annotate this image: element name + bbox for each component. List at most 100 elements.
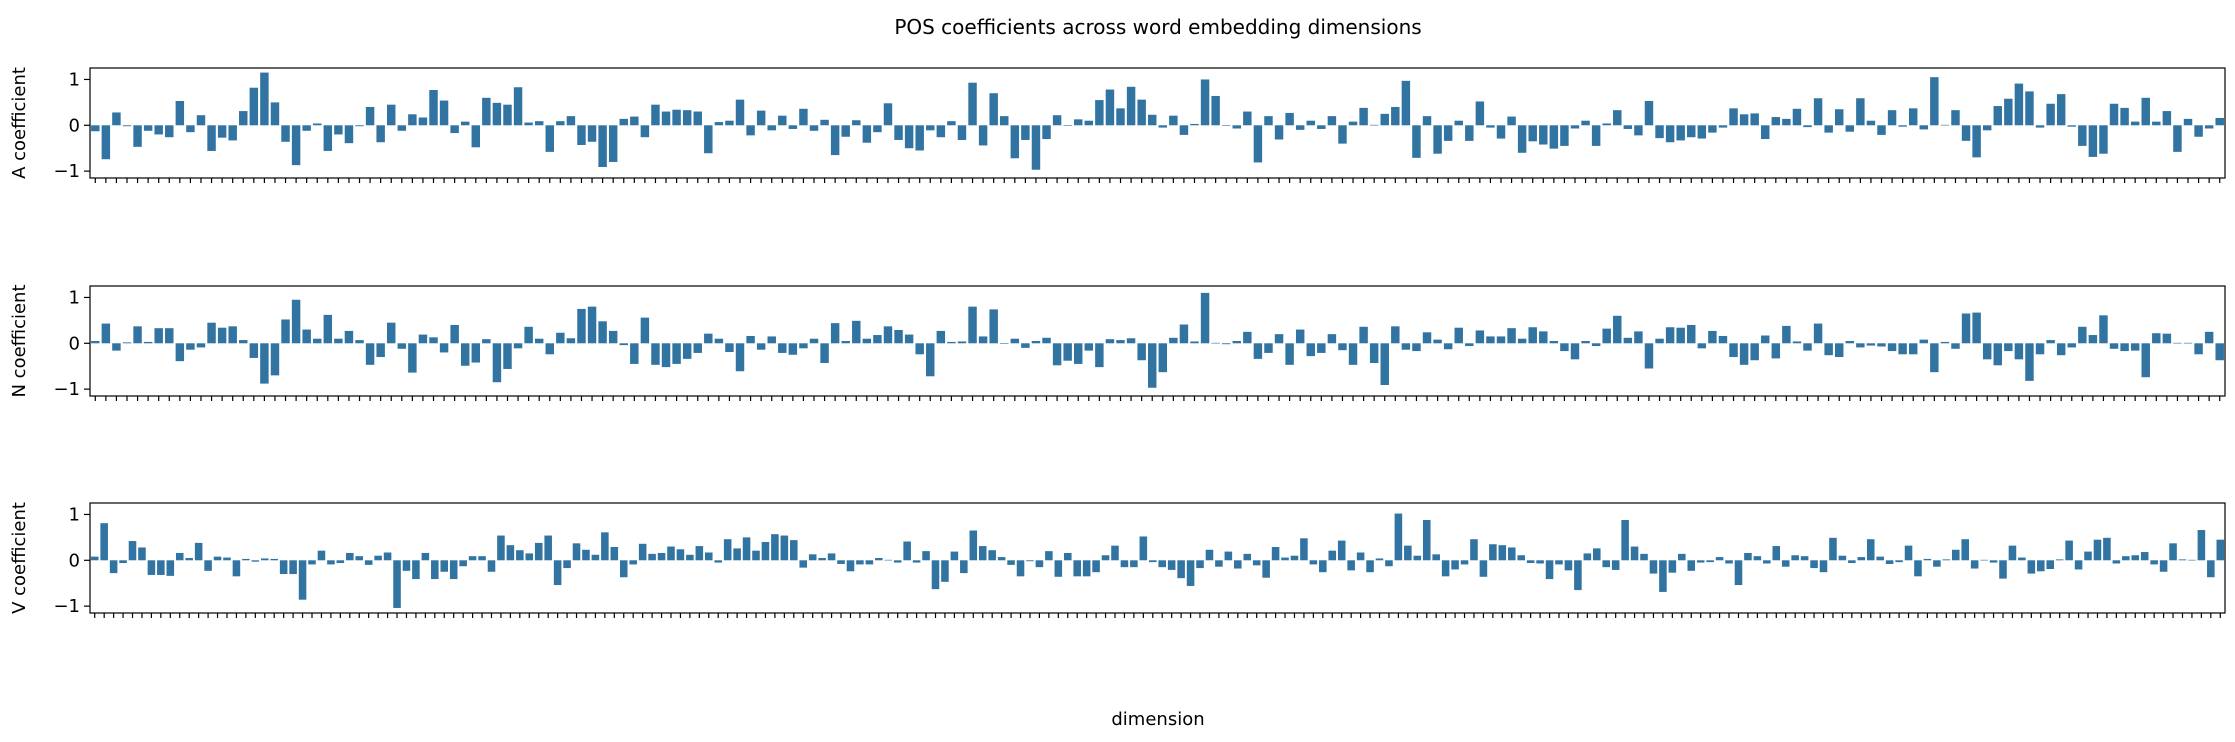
bar	[112, 112, 121, 126]
bar	[1167, 560, 1176, 570]
bar	[1791, 555, 1799, 561]
bar	[968, 82, 977, 126]
bar	[1644, 101, 1654, 126]
bar	[1560, 343, 1569, 352]
bar	[317, 550, 326, 561]
bar	[2014, 343, 2024, 360]
bar	[915, 343, 924, 355]
bar	[308, 560, 316, 565]
bar	[122, 125, 132, 127]
bar	[1274, 125, 1284, 140]
bar	[513, 87, 523, 126]
bar	[471, 125, 481, 148]
bar	[1306, 120, 1315, 126]
subplot-2: −1 0 1 N coefficient	[9, 284, 2226, 401]
bar	[1074, 343, 1083, 364]
bar	[746, 125, 755, 136]
bar	[1644, 343, 1654, 369]
bar	[629, 560, 637, 565]
bar	[725, 343, 734, 352]
bar	[1401, 343, 1411, 350]
bar	[1347, 560, 1355, 571]
bar	[346, 552, 354, 561]
bar	[1101, 555, 1110, 561]
bar	[577, 308, 586, 344]
bar	[228, 125, 237, 141]
bar	[478, 556, 486, 561]
bar	[1359, 107, 1368, 126]
bar	[830, 323, 840, 344]
bar	[242, 558, 250, 561]
bar	[780, 535, 789, 561]
bar	[1496, 125, 1506, 139]
bar	[1993, 106, 2002, 126]
bar	[487, 560, 496, 572]
bar	[376, 125, 385, 143]
bar	[841, 125, 850, 137]
bar	[1972, 312, 1981, 344]
bar	[1035, 560, 1044, 568]
bar	[249, 87, 259, 126]
bar	[735, 343, 745, 372]
bar	[355, 125, 364, 127]
bar	[1052, 343, 1062, 366]
bar	[1401, 80, 1411, 126]
bar	[1234, 560, 1242, 569]
bar	[109, 560, 118, 574]
bar	[2084, 551, 2092, 561]
bar	[862, 338, 872, 344]
bar	[1819, 560, 1828, 573]
bar	[582, 549, 590, 561]
bar	[2035, 343, 2045, 355]
bar	[941, 560, 949, 582]
bar	[513, 343, 523, 349]
bar	[249, 343, 259, 358]
bar	[1834, 343, 1844, 358]
bar	[2130, 121, 2140, 126]
bar	[1718, 125, 1728, 128]
bar	[799, 108, 808, 126]
bar	[128, 541, 137, 561]
bar	[1581, 341, 1590, 344]
bar	[978, 336, 988, 344]
bar	[2130, 343, 2140, 351]
bar	[947, 121, 956, 126]
subplot-1: −1 0 1 A coefficient	[9, 67, 2226, 183]
bar	[598, 125, 607, 167]
bar	[566, 116, 576, 126]
bar	[471, 343, 481, 363]
bar	[2035, 125, 2045, 128]
x-axis-label: dimension	[1111, 709, 1204, 730]
bar	[1243, 111, 1252, 126]
bar	[1422, 332, 1432, 344]
bar	[1507, 547, 1516, 561]
bar	[1898, 125, 1907, 127]
bar	[1560, 125, 1569, 146]
bar	[1570, 343, 1580, 360]
bar	[1479, 560, 1488, 577]
bar	[1200, 292, 1210, 344]
bar	[492, 343, 502, 383]
bar	[2131, 555, 2140, 561]
bar	[2141, 97, 2150, 126]
bar	[1904, 545, 1913, 561]
bar	[1470, 539, 1478, 561]
bar	[344, 125, 354, 144]
bar	[291, 125, 301, 166]
bar	[1486, 125, 1495, 128]
bar	[534, 542, 543, 561]
bar	[723, 539, 732, 561]
bar	[1549, 125, 1559, 149]
bar	[695, 546, 704, 561]
bar	[1200, 79, 1210, 126]
bar	[903, 541, 911, 561]
bar	[1602, 560, 1611, 568]
bar	[778, 115, 787, 126]
bar	[429, 90, 438, 126]
bar	[1655, 125, 1664, 139]
bar	[402, 560, 411, 571]
bar	[2112, 560, 2121, 564]
bar	[1750, 343, 1759, 361]
bar	[1319, 560, 1327, 573]
bar	[1993, 343, 2002, 366]
